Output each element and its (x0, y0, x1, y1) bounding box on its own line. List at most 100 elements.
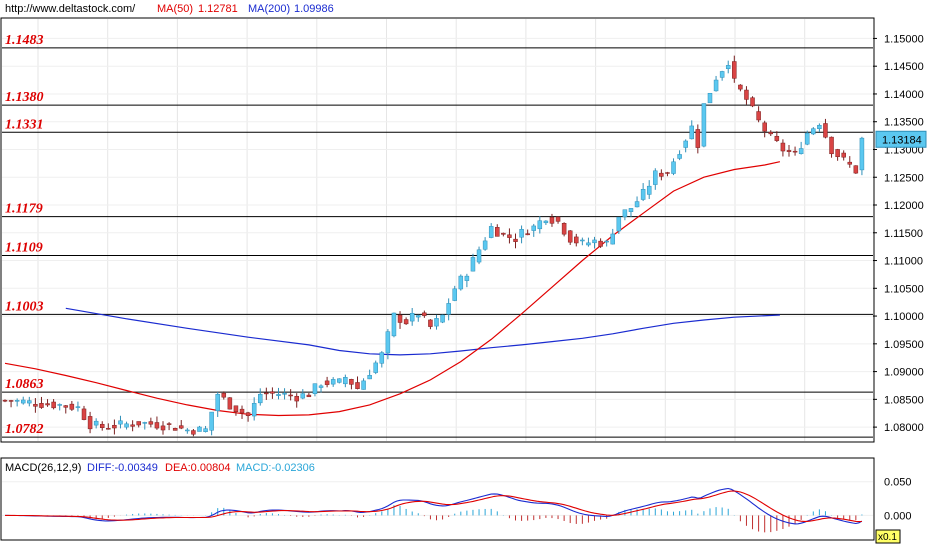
candle-body (397, 314, 403, 323)
candle-body (154, 422, 160, 429)
candle-body (798, 148, 804, 155)
candle-body (586, 242, 591, 246)
candle-body (106, 428, 111, 430)
candle-body (270, 391, 275, 394)
scale-badge-box[interactable] (875, 529, 901, 544)
candle-body (738, 84, 743, 90)
macd-panel (0, 457, 875, 541)
candle-body (251, 403, 257, 417)
macd-diff-label: DIFF:-0.00349 (87, 462, 158, 474)
candle-body (495, 227, 500, 237)
candle-body (689, 125, 695, 140)
candle-body (312, 383, 318, 394)
candle-body (373, 362, 378, 373)
y-axis: 1.150001.145001.140001.135001.130001.125… (873, 33, 924, 434)
candle-body (823, 123, 828, 138)
candle-body (282, 392, 287, 395)
candle-body (841, 152, 846, 158)
y-tick-label: 1.11500 (884, 228, 923, 240)
candle-body (470, 257, 476, 272)
y-tick-label: 1.10500 (884, 283, 924, 295)
candle-body (501, 232, 506, 235)
candle-body (160, 425, 166, 431)
candle-body (385, 331, 391, 354)
candle-body (561, 223, 567, 235)
candle-body (112, 424, 117, 429)
candle-body (829, 136, 834, 155)
candle-body (604, 240, 609, 243)
candle-body (549, 216, 555, 224)
candle-body (233, 405, 239, 412)
ma200-legend-value: 1.09986 (294, 3, 334, 15)
candle-body (264, 392, 269, 395)
candle-body (209, 411, 214, 431)
level-label: 1.1483 (5, 33, 44, 48)
price-panel (0, 17, 875, 443)
candle-body (634, 201, 640, 208)
candle-body (300, 393, 306, 399)
site-url[interactable]: http://www.deltastock.com/ (5, 3, 136, 15)
candle-body (476, 249, 482, 263)
candle-body (355, 382, 360, 389)
candle-body (774, 135, 780, 141)
level-lines: 1.1483 1.1380 1.1331 1.1179 1.1109 1.1003 1.08… (2, 33, 873, 438)
candle-body (51, 401, 56, 409)
candle-body (403, 319, 409, 325)
candle-body (69, 403, 75, 410)
candle-body (343, 377, 348, 385)
candle-body (610, 233, 615, 245)
candle-body (391, 312, 397, 337)
candle-body (118, 420, 123, 425)
candle-body (221, 392, 227, 398)
macd-tick-label: 0.000 (884, 510, 912, 522)
candle-body (804, 132, 810, 145)
y-tick-label: 1.14500 (884, 61, 924, 73)
y-tick-label: 1.14000 (884, 89, 924, 101)
candle-body (507, 234, 512, 238)
candle-body (203, 428, 208, 432)
candle-body (87, 416, 93, 430)
candle-body (63, 405, 69, 408)
grid (2, 19, 873, 441)
candle-body (136, 421, 141, 426)
y-tick-label: 1.10000 (884, 311, 924, 323)
scale-badge-text: x0.1 (878, 532, 897, 543)
candle-body (750, 97, 755, 107)
macd-tick-label: 0.050 (884, 477, 912, 489)
candle-body (8, 400, 14, 402)
candle-body (185, 429, 190, 432)
candle-body (525, 233, 530, 236)
candle-body (762, 122, 767, 132)
candle-body (592, 239, 597, 244)
candle-body (191, 430, 196, 435)
candle-body (458, 275, 464, 290)
candle-body (732, 61, 737, 79)
ma200-line (65, 307, 780, 356)
candle-body (14, 400, 20, 402)
candle-body (288, 394, 293, 397)
candle-body (361, 380, 366, 390)
candle-body (701, 103, 707, 147)
candle-body (646, 185, 652, 195)
candle-body (422, 312, 427, 316)
candle-body (519, 229, 524, 238)
candle-body (677, 154, 682, 159)
candle-body (57, 404, 62, 406)
candle-body (45, 403, 50, 406)
candle-body (294, 395, 299, 402)
macd-dea-label: DEA:0.00804 (165, 462, 230, 474)
candle-body (324, 380, 330, 385)
macd-dea-line (5, 490, 862, 523)
candle-body (555, 216, 561, 222)
candle-body (835, 149, 840, 158)
candle-body (531, 225, 536, 231)
candle-body (847, 161, 853, 165)
candle-body (124, 423, 129, 428)
level-label: 1.1003 (5, 299, 44, 314)
candle-body (20, 399, 26, 404)
candle-body (81, 408, 87, 420)
candle-body (665, 172, 670, 174)
macd-value-label: MACD:-0.02306 (236, 462, 315, 474)
candle-body (99, 423, 105, 428)
